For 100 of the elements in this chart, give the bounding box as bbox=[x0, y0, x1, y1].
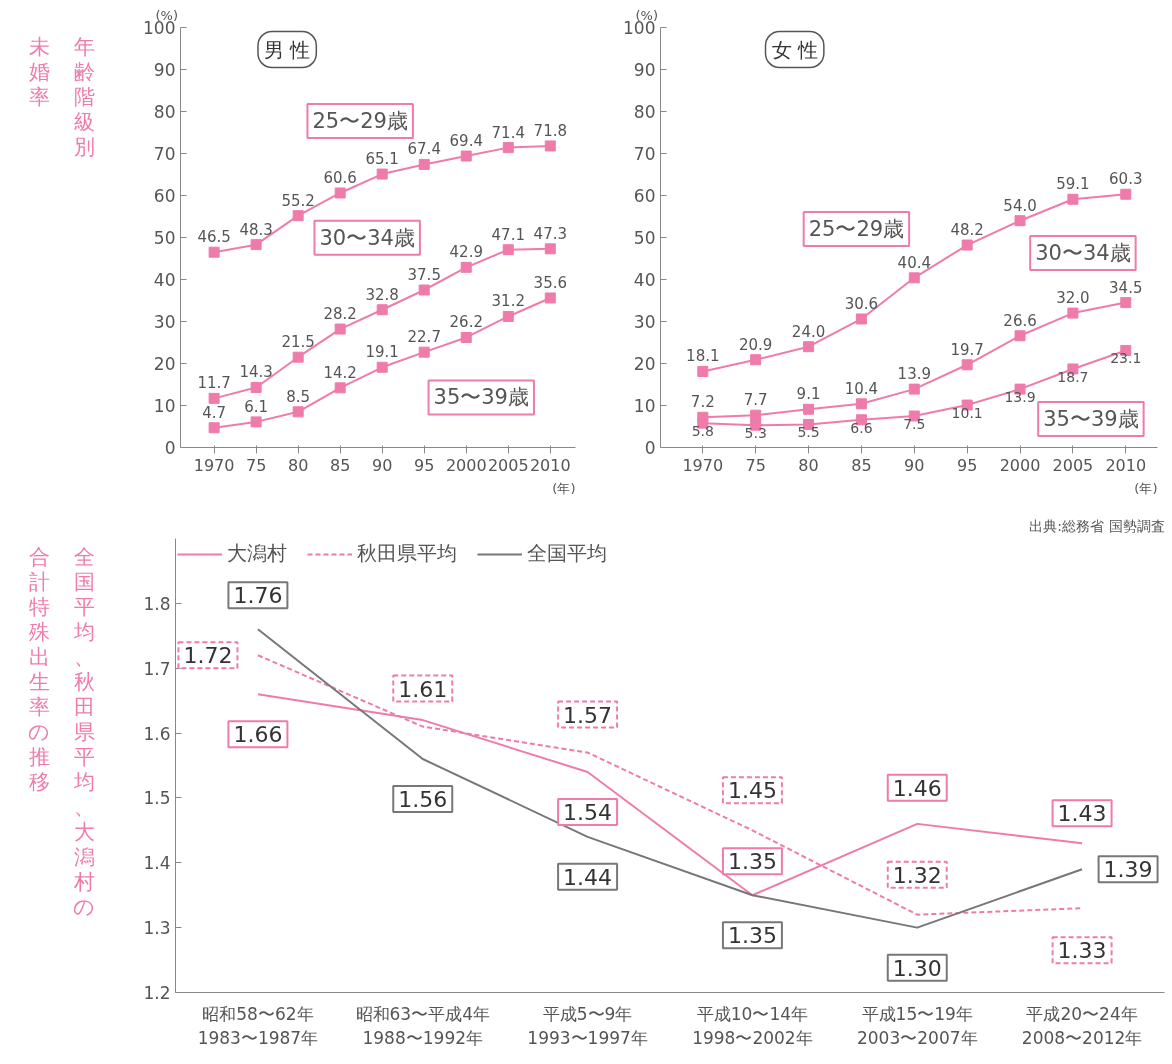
data-label: 10.4 bbox=[844, 379, 879, 398]
point bbox=[208, 392, 220, 404]
y-tick-label: 1.3 bbox=[143, 918, 171, 939]
y-tick-label: 1.7 bbox=[143, 658, 171, 679]
text: 女 性 bbox=[771, 37, 818, 62]
data-label: 6.6 bbox=[850, 419, 873, 436]
y-tick-label: 10 bbox=[633, 396, 656, 416]
data-label: 59.1 bbox=[1056, 175, 1090, 194]
x-tick-label: 平成15〜19年 2003〜2007年 bbox=[856, 1003, 978, 1048]
data-label: 13.9 bbox=[897, 365, 931, 384]
text: 男 性 bbox=[263, 37, 311, 62]
point bbox=[334, 382, 346, 394]
data-label: 1.56 bbox=[398, 787, 448, 813]
data-label: 18.1 bbox=[686, 347, 720, 366]
y-tick-label: 20 bbox=[633, 354, 656, 374]
data-label: 48.3 bbox=[239, 220, 273, 239]
data-label: 71.8 bbox=[533, 121, 567, 140]
y-tick-label: 60 bbox=[153, 186, 176, 206]
y-tick-label: 30 bbox=[633, 312, 656, 332]
data-label: 1.76 bbox=[233, 583, 283, 609]
point bbox=[908, 272, 920, 284]
point bbox=[418, 284, 430, 296]
point bbox=[376, 361, 388, 373]
point bbox=[544, 140, 556, 152]
data-label: 1.43 bbox=[1057, 801, 1107, 827]
x-tick-label: 昭和63〜平成4年 1988〜1992年 bbox=[355, 1003, 490, 1048]
data-label: 1.46 bbox=[892, 775, 942, 801]
y-tick-label: 1.6 bbox=[143, 723, 171, 744]
point bbox=[961, 239, 973, 251]
point bbox=[855, 313, 867, 325]
x-tick-label: 95 bbox=[956, 455, 978, 475]
data-label: 34.5 bbox=[1109, 278, 1143, 297]
data-label: 30.6 bbox=[844, 294, 879, 313]
x-tick-label: 95 bbox=[414, 455, 435, 475]
data-label: 55.2 bbox=[281, 191, 315, 210]
point bbox=[208, 422, 220, 434]
point bbox=[418, 346, 430, 358]
data-label: 69.4 bbox=[449, 132, 483, 151]
data-label: 11.7 bbox=[197, 374, 231, 393]
series-label: 25〜29歳 bbox=[312, 108, 408, 133]
x-tick-label: 平成5〜9年 1993〜1997年 bbox=[527, 1003, 648, 1048]
point bbox=[1120, 297, 1132, 309]
data-label: 1.57 bbox=[563, 702, 613, 728]
data-label: 48.2 bbox=[950, 221, 984, 240]
point bbox=[418, 158, 430, 170]
point bbox=[460, 261, 472, 273]
data-label: 31.2 bbox=[491, 292, 525, 311]
point bbox=[750, 354, 762, 366]
data-label: 14.3 bbox=[239, 363, 273, 382]
data-label: 4.7 bbox=[202, 403, 227, 422]
data-label: 1.35 bbox=[727, 849, 777, 875]
data-label: 71.4 bbox=[491, 123, 525, 142]
y-tick-label: 1.5 bbox=[143, 788, 171, 809]
x-tick-label: 2010 bbox=[529, 455, 571, 475]
y-tick-label: 1.4 bbox=[143, 853, 171, 874]
y-tick-label: 80 bbox=[153, 102, 176, 122]
series-label: 30〜34歳 bbox=[1035, 241, 1131, 266]
data-label: 1.45 bbox=[727, 778, 777, 804]
data-label: 19.7 bbox=[950, 340, 984, 359]
x-tick-label: 2005 bbox=[1052, 455, 1094, 475]
point bbox=[502, 142, 514, 154]
data-label: 8.5 bbox=[286, 387, 311, 406]
x-tick-label: 平成20〜24年 2008〜2012年 bbox=[1021, 1003, 1143, 1048]
x-axis-title: (年) bbox=[552, 480, 576, 496]
point bbox=[334, 187, 346, 199]
data-label: 28.2 bbox=[323, 305, 357, 324]
data-label: 65.1 bbox=[365, 150, 399, 169]
data-label: 1.72 bbox=[183, 643, 233, 669]
point bbox=[750, 409, 762, 421]
series-label: 35〜39歳 bbox=[1043, 406, 1139, 431]
point bbox=[292, 406, 304, 418]
x-tick-label: 85 bbox=[330, 455, 351, 475]
data-label: 1.30 bbox=[892, 955, 942, 981]
y-tick-label: 50 bbox=[153, 228, 176, 248]
point bbox=[855, 398, 867, 410]
y-tick-label: 0 bbox=[644, 438, 656, 458]
y-tick-label: 1.8 bbox=[143, 593, 171, 614]
data-label: 10.1 bbox=[951, 405, 983, 422]
point bbox=[803, 403, 815, 415]
point bbox=[460, 331, 472, 343]
data-label: 1.39 bbox=[1103, 857, 1153, 883]
point bbox=[292, 351, 304, 363]
x-tick-label: 1970 bbox=[193, 455, 235, 475]
point bbox=[376, 168, 388, 180]
y-tick-label: 50 bbox=[633, 228, 656, 248]
data-label: 18.7 bbox=[1057, 368, 1089, 385]
point bbox=[376, 304, 388, 316]
data-label: 5.5 bbox=[797, 424, 820, 441]
data-label: 1.66 bbox=[233, 722, 283, 748]
data-label: 21.5 bbox=[281, 333, 315, 352]
data-label: 32.8 bbox=[365, 285, 399, 304]
data-label: 1.32 bbox=[892, 862, 942, 888]
x-axis-title: (年) bbox=[1134, 480, 1158, 496]
x-tick-label: 80 bbox=[798, 455, 819, 475]
data-label: 5.3 bbox=[744, 425, 767, 442]
point bbox=[1067, 307, 1079, 319]
x-tick-label: 80 bbox=[287, 455, 309, 475]
y-tick-label: 80 bbox=[633, 102, 656, 122]
y-tick-label: 20 bbox=[153, 354, 176, 374]
y-tick-label: 10 bbox=[153, 396, 176, 416]
